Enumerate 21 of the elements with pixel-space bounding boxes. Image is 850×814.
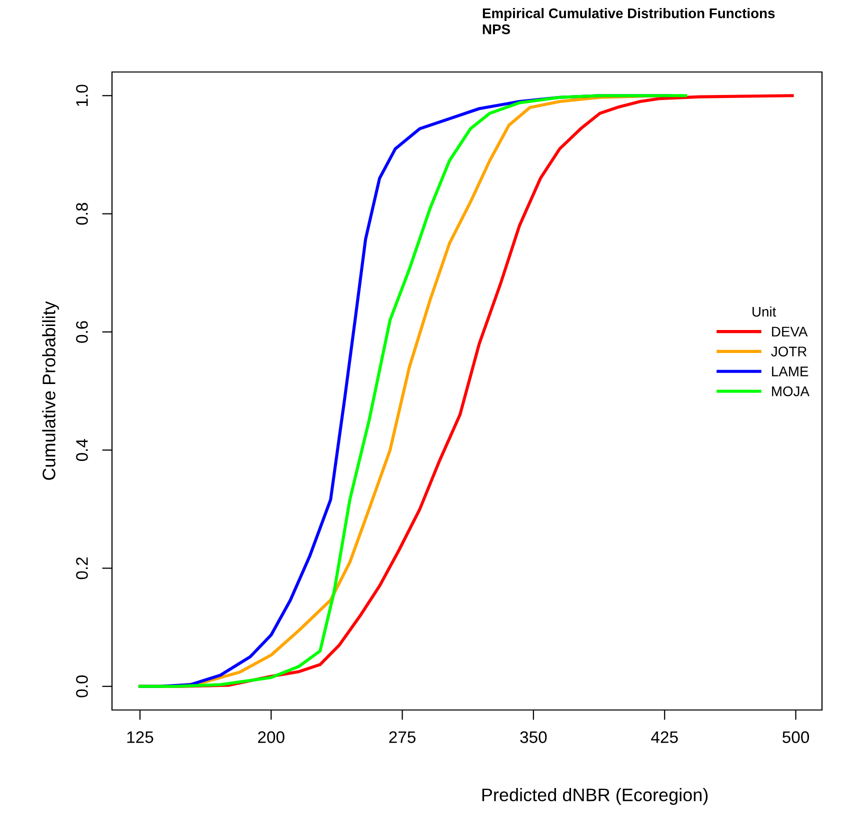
y-tick-label: 0.2 — [76, 557, 88, 580]
x-tick-label: 125 — [127, 731, 154, 744]
x-axis-title: Predicted dNBR (Ecoregion) — [482, 788, 708, 805]
x-tick-label: 200 — [258, 731, 284, 744]
y-tick-label: 1.0 — [76, 84, 88, 106]
x-tick-label: 350 — [520, 731, 547, 744]
x-tick-label: 275 — [389, 731, 416, 744]
y-axis-title: Cumulative Probability — [42, 301, 59, 480]
legend-label: MOJA — [772, 386, 810, 396]
x-tick-label: 425 — [651, 731, 678, 744]
y-tick-label: 0.6 — [76, 321, 88, 343]
legend-label: JOTR — [771, 346, 807, 356]
y-tick-label: 0.8 — [76, 202, 88, 225]
legend-label: DEVA — [772, 326, 808, 336]
chart-subtitle: NPS — [482, 24, 510, 34]
y-tick-label: 0.4 — [76, 438, 88, 462]
legend-label: LAME — [772, 366, 808, 376]
chart-title: Empirical Cumulative Distribution Functions — [482, 8, 775, 21]
y-tick-label: 0.0 — [76, 675, 88, 698]
x-tick-label: 500 — [782, 731, 810, 744]
legend-title: Unit — [752, 306, 776, 317]
